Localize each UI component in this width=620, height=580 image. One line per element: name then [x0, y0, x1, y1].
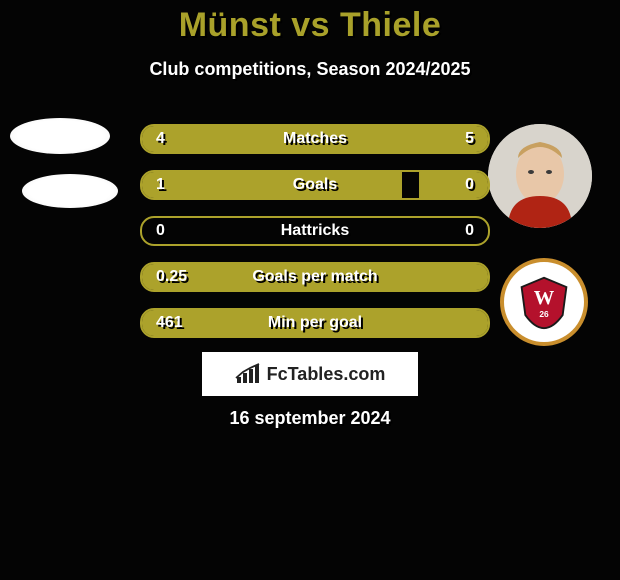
svg-text:W: W	[534, 287, 555, 309]
club-badge-w-icon: W 26	[516, 274, 572, 330]
stat-row: 0.25 Goals per match	[140, 262, 490, 292]
page-title: Münst vs Thiele	[0, 0, 620, 45]
stats-container: 4 Matches 5 1 Goals 0 0 Hattricks 0 0.25…	[140, 124, 490, 354]
player-headshot-icon	[488, 124, 592, 228]
stat-metric: Matches	[142, 126, 488, 152]
stat-metric: Goals	[142, 172, 488, 198]
left-club-badge	[22, 174, 118, 208]
svg-text:26: 26	[539, 309, 549, 319]
page-subtitle: Club competitions, Season 2024/2025	[0, 59, 620, 80]
bar-chart-icon	[235, 363, 261, 385]
stat-metric: Min per goal	[142, 310, 488, 336]
right-player-avatar	[488, 124, 592, 228]
stat-metric: Goals per match	[142, 264, 488, 290]
stat-value-right: 0	[465, 218, 474, 244]
stat-row: 1 Goals 0	[140, 170, 490, 200]
brand-text: FcTables.com	[267, 364, 386, 385]
stat-row: 4 Matches 5	[140, 124, 490, 154]
stat-row: 0 Hattricks 0	[140, 216, 490, 246]
stat-metric: Hattricks	[142, 218, 488, 244]
stat-row: 461 Min per goal	[140, 308, 490, 338]
stat-value-right: 0	[465, 172, 474, 198]
left-player-avatar	[10, 118, 110, 154]
date-caption: 16 september 2024	[0, 408, 620, 429]
stat-value-right: 5	[465, 126, 474, 152]
brand-badge: FcTables.com	[202, 352, 418, 396]
right-club-badge: W 26	[500, 258, 588, 346]
